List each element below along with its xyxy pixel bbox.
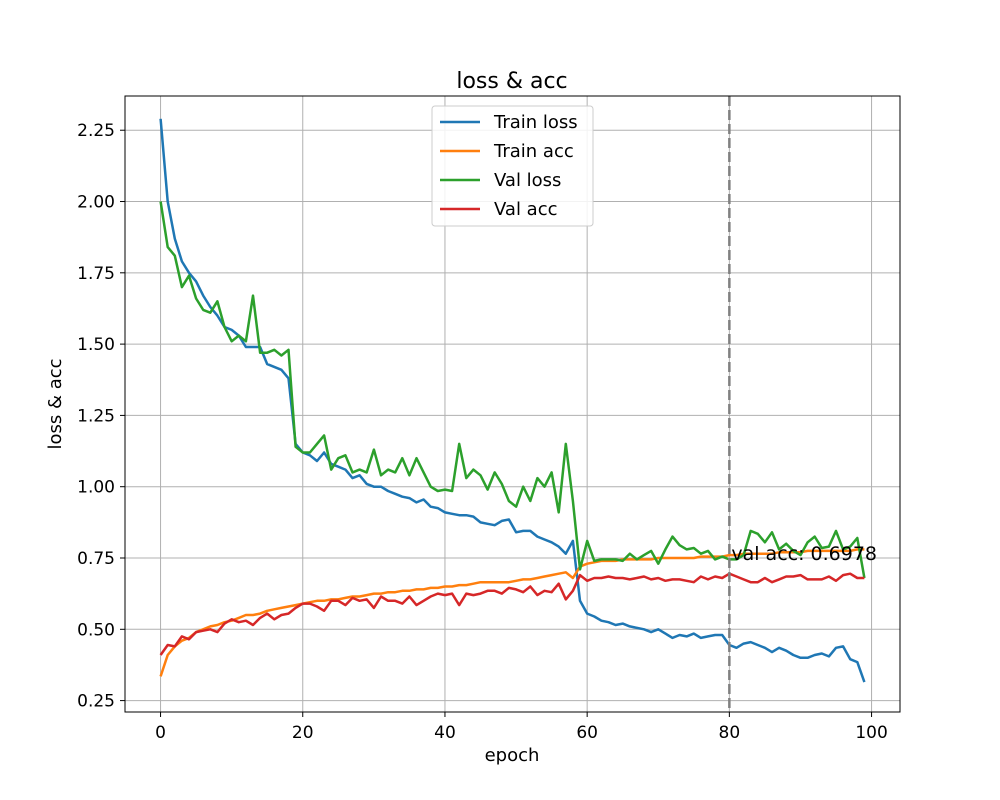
- x-tick-label: 80: [719, 723, 741, 743]
- legend: Train loss Train acc Val loss Val acc: [431, 105, 594, 227]
- legend-label-val-acc: Val acc: [494, 199, 558, 220]
- y-tick-label: 2.25: [77, 121, 115, 141]
- x-tick-label: 60: [576, 723, 598, 743]
- series-line-val-loss: [159, 201, 866, 579]
- x-tick-label: 100: [855, 723, 887, 743]
- x-tick-label: 20: [292, 723, 314, 743]
- x-axis-label: epoch: [485, 745, 540, 766]
- y-tick-label: 1.25: [77, 406, 115, 426]
- y-tick-label: 2.00: [77, 193, 115, 213]
- series-line-val-acc: [159, 572, 865, 656]
- y-tick-label: 1.75: [77, 264, 115, 284]
- x-axis-ticks: 0 20 40 60 80 100: [155, 712, 888, 743]
- series-line-train-loss: [159, 118, 866, 683]
- chart-title: loss & acc: [456, 69, 567, 94]
- val-acc-annotation: val acc: 0.6978: [731, 543, 877, 565]
- legend-box: [431, 105, 594, 227]
- y-axis-ticks: 0.25 0.50 0.75 1.00 1.25 1.50 1.75 2.00 2.25: [77, 121, 125, 712]
- y-tick-label: 1.00: [77, 478, 115, 498]
- x-tick-label: 40: [434, 723, 456, 743]
- y-tick-label: 0.25: [77, 692, 115, 712]
- y-tick-label: 0.75: [77, 549, 115, 569]
- y-tick-label: 0.50: [77, 620, 115, 640]
- y-tick-label: 1.50: [77, 335, 115, 355]
- series-lines: [159, 118, 866, 683]
- legend-label-val-loss: Val loss: [494, 170, 561, 191]
- x-tick-label: 0: [155, 723, 166, 743]
- legend-label-train-loss: Train loss: [493, 112, 578, 133]
- legend-label-train-acc: Train acc: [493, 141, 574, 162]
- y-axis-label: loss & acc: [45, 358, 66, 449]
- series-line-train-acc: [159, 548, 865, 677]
- plot-frame: [124, 95, 901, 713]
